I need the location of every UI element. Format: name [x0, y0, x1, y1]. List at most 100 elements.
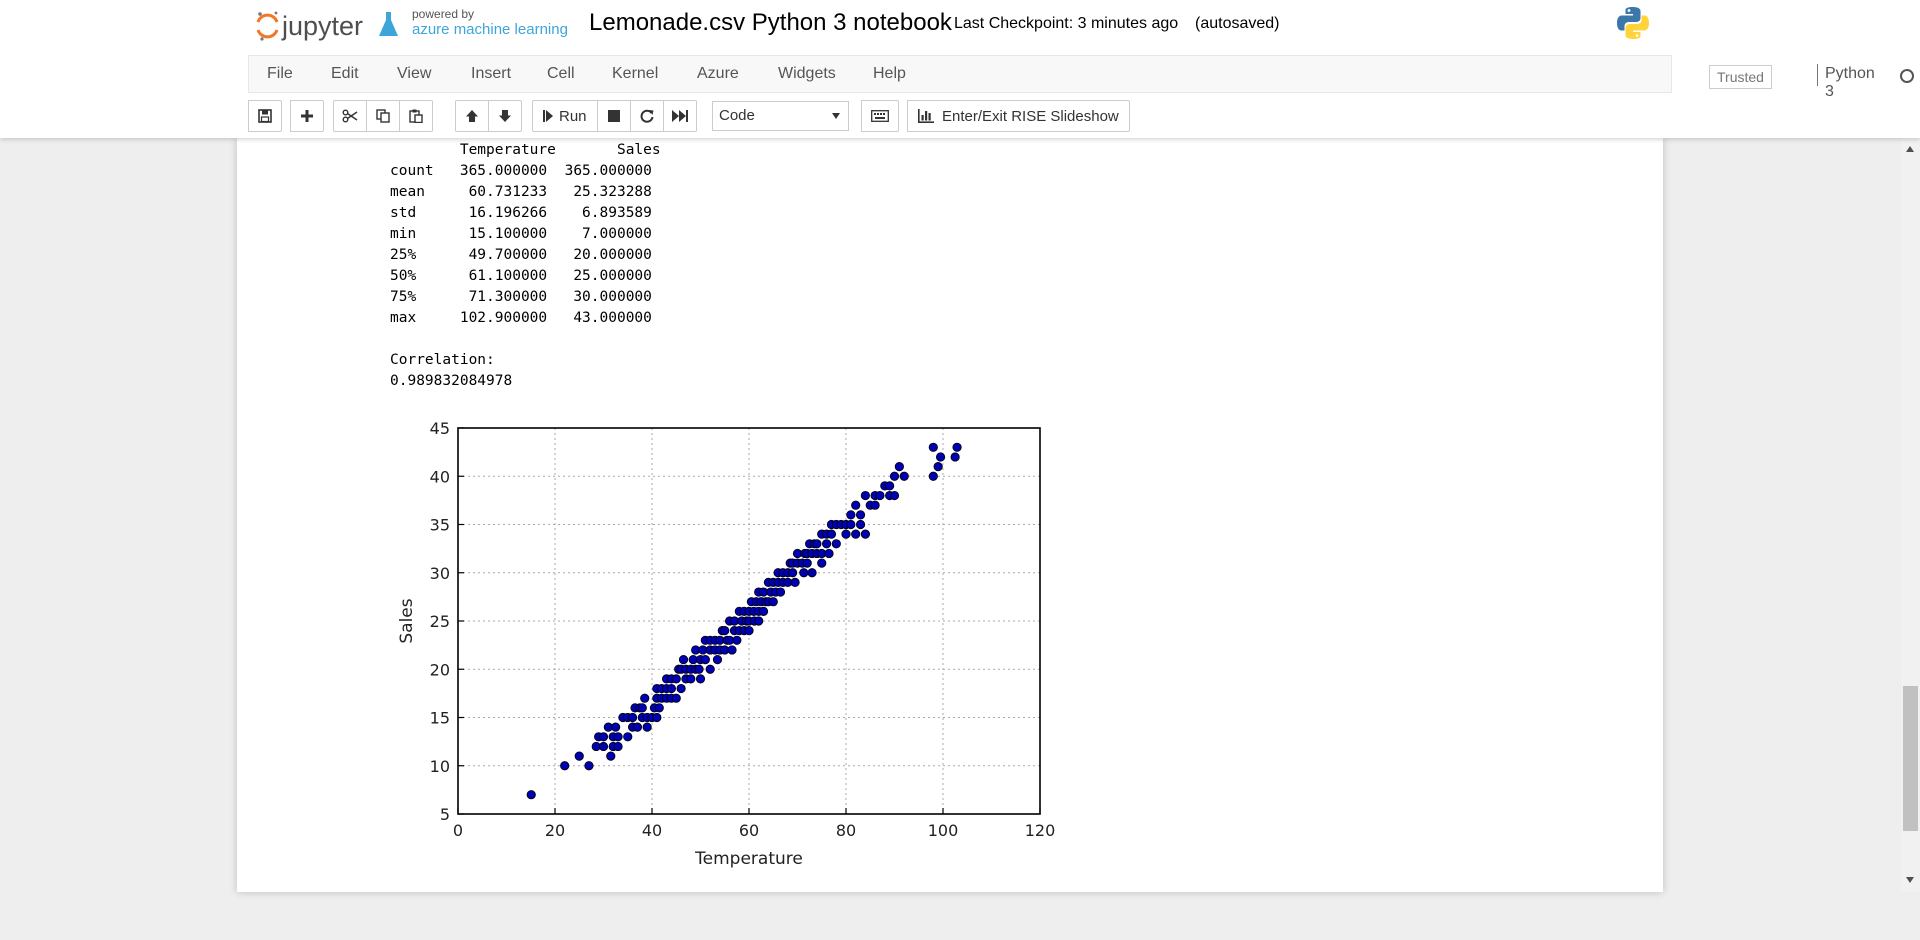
save-button[interactable]	[248, 100, 282, 132]
interrupt-button[interactable]	[596, 100, 631, 132]
checkpoint-status: Last Checkpoint: 3 minutes ago	[954, 15, 1179, 32]
cut-button[interactable]	[333, 100, 367, 132]
scatter-point-96	[758, 606, 769, 616]
scatter-point-7	[598, 732, 609, 742]
jupyter-azure-logo[interactable]: jupyter powered by azure machine learnin…	[252, 4, 572, 46]
scatter-point-164	[935, 452, 946, 462]
x-tick-label-3: 60	[739, 821, 759, 840]
menu-kernel[interactable]: Kernel	[612, 65, 659, 82]
rise-label: Enter/Exit RISE Slideshow	[942, 107, 1119, 125]
scatter-point-66	[712, 655, 723, 665]
run-button[interactable]: Run	[532, 100, 598, 132]
save-group	[248, 100, 282, 132]
scatter-point-59	[700, 655, 710, 665]
move-down-button[interactable]	[488, 100, 522, 132]
scatter-point-157	[889, 471, 900, 481]
scatter-point-62	[705, 664, 715, 674]
kernel-name[interactable]: Python 3	[1825, 65, 1875, 100]
jupyter-wordmark: jupyter	[281, 11, 363, 41]
scatter-point-33	[654, 703, 664, 713]
cut-icon	[342, 109, 358, 123]
scatter-point-13	[613, 741, 623, 752]
paste-button[interactable]	[399, 100, 433, 132]
scatter-point-45	[676, 683, 686, 694]
scatter-point-113	[788, 568, 798, 578]
describe-header: Temperature Sales	[390, 142, 661, 158]
scatter-point-24	[637, 703, 647, 713]
scatter-point-124	[807, 568, 817, 578]
command-palette-button[interactable]	[861, 100, 899, 132]
scatter-point-156	[885, 481, 895, 491]
keyboard-icon	[871, 110, 889, 122]
scatter-point-119	[799, 568, 809, 578]
scatter-point-1	[560, 761, 570, 771]
scatter-point-143	[846, 510, 856, 520]
arrow-down-icon	[499, 110, 511, 122]
describe-row-50: 50% 61.100000 25.000000	[390, 268, 652, 284]
menu-view[interactable]: View	[397, 65, 432, 82]
bar-chart-icon	[918, 109, 934, 123]
scrollbar-thumb[interactable]	[1903, 686, 1918, 831]
menu-edit[interactable]: Edit	[331, 65, 359, 82]
move-group	[455, 100, 522, 132]
menu-insert[interactable]: Insert	[471, 65, 512, 82]
menu-cell[interactable]: Cell	[547, 65, 575, 82]
notebook-title[interactable]: Lemonade.csv Python 3 notebook	[589, 9, 952, 36]
scatter-point-92	[754, 616, 764, 626]
python-logo-icon	[1617, 7, 1649, 39]
insert-group	[290, 100, 324, 132]
scatter-chart: 0 20 40 60 80 100 120 5 10 15 20 25 30 35 40 45 Temperat…	[397, 419, 1055, 869]
scatter-point-12	[611, 722, 621, 732]
scatter-point-162	[928, 471, 938, 481]
scatter-point-135	[826, 529, 837, 539]
move-up-button[interactable]	[455, 100, 489, 132]
restart-button[interactable]	[629, 100, 664, 132]
y-tick-label-1: 10	[430, 757, 450, 776]
scatter-point-26	[642, 722, 652, 732]
insert-cell-button[interactable]	[290, 100, 324, 132]
y-tick-label-3: 20	[430, 660, 450, 679]
x-tick-label-4: 80	[836, 821, 856, 840]
scatter-point-2	[574, 751, 584, 761]
scatter-point-6	[598, 741, 609, 752]
copy-button[interactable]	[366, 100, 400, 132]
scatter-point-165	[952, 442, 962, 452]
scatter-point-71	[720, 626, 730, 636]
copy-icon	[376, 109, 390, 123]
scatter-point-115	[790, 577, 800, 587]
menu-widgets[interactable]: Widgets	[778, 65, 836, 82]
correlation-value: 0.989832084978	[390, 373, 513, 389]
scatter-point-128	[812, 539, 822, 549]
rise-group: Enter/Exit RISE Slideshow	[907, 100, 1130, 132]
scatter-point-163	[933, 461, 943, 472]
notebook-container	[237, 138, 1663, 892]
scroll-up-arrow-icon[interactable]	[1906, 146, 1914, 152]
scatter-point-130	[817, 558, 827, 568]
menu-azure[interactable]: Azure	[697, 65, 739, 82]
trusted-indicator[interactable]: Trusted	[1709, 65, 1772, 89]
describe-row-max: max 102.900000 43.000000	[390, 310, 652, 326]
cell-type-select[interactable]: Code	[712, 101, 849, 131]
step-forward-icon	[543, 110, 553, 122]
scatter-point-17	[623, 732, 633, 742]
scatter-point-145	[851, 500, 861, 510]
scatter-point-50	[686, 674, 696, 684]
restart-run-all-button[interactable]	[662, 100, 697, 132]
paste-icon	[409, 109, 423, 123]
rise-slideshow-button[interactable]: Enter/Exit RISE Slideshow	[907, 100, 1130, 132]
notebook-header: jupyter powered by azure machine learnin…	[0, 0, 1920, 138]
scatter-point-159	[894, 461, 904, 472]
y-tick-label-8: 45	[430, 419, 450, 438]
scroll-down-arrow-icon[interactable]	[1906, 877, 1914, 883]
save-icon	[258, 109, 272, 123]
keyboard-group	[861, 100, 899, 132]
scatter-point-147	[855, 510, 866, 520]
describe-row-25: 25% 49.700000 20.000000	[390, 247, 652, 263]
scatter-point-146	[855, 519, 866, 530]
arrow-up-icon	[466, 110, 478, 122]
scatter-point-142	[846, 519, 856, 530]
menu-help[interactable]: Help	[873, 65, 906, 82]
scatter-point-43	[671, 674, 681, 684]
menu-file[interactable]: File	[267, 65, 293, 82]
chevron-down-icon	[832, 113, 840, 119]
